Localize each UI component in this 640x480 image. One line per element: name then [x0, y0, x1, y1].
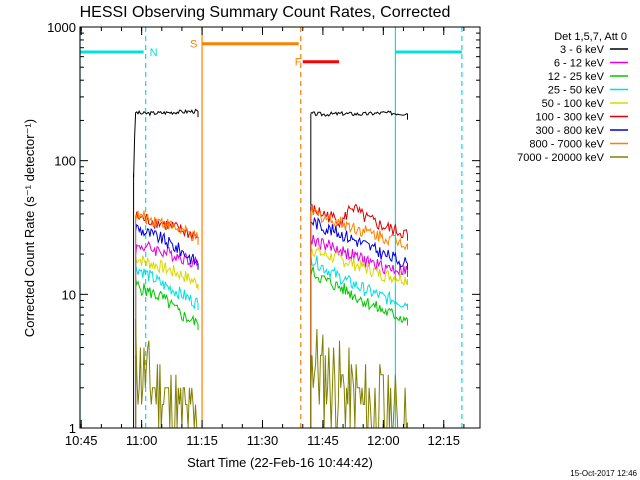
legend-entry-label: 300 - 800 keV: [536, 125, 605, 137]
x-tick-label: 11:45: [307, 433, 339, 448]
series-line: [310, 203, 408, 239]
legend-entry-label: 7000 - 20000 keV: [517, 152, 605, 164]
x-tick-label: 11:15: [186, 433, 218, 448]
series-line: [310, 204, 408, 251]
series-line: [135, 211, 199, 240]
series-line: [310, 254, 408, 308]
legend-entry-label: 800 - 7000 keV: [529, 139, 604, 151]
annotation-label: F: [295, 57, 302, 69]
x-axis-label: Start Time (22-Feb-16 10:44:42): [187, 455, 373, 470]
x-tick-label: 12:00: [367, 433, 400, 448]
series-line: [310, 246, 408, 287]
series-line: [135, 263, 199, 310]
legend-title: Det 1,5,7, Att 0: [554, 31, 627, 43]
x-tick-label: 11:30: [247, 433, 279, 448]
chart-marks: N S F: [79, 27, 463, 429]
y-tick-label: 1: [69, 421, 76, 436]
series-line: [135, 319, 198, 429]
series-line: [135, 210, 199, 242]
generation-timestamp: 15-Oct-2017 12:46: [570, 469, 637, 478]
legend-entry-label: 12 - 25 keV: [548, 71, 605, 83]
y-tick-label: 1000: [47, 20, 76, 35]
y-tick-label: 10: [62, 287, 76, 302]
series-line: [135, 255, 199, 289]
x-tick-label: 12:15: [427, 433, 460, 448]
legend-entry-label: 100 - 300 keV: [536, 112, 605, 124]
series-line: [310, 266, 408, 323]
axes: 10:45 11:00 11:15 11:30 11:45 12:00 12:15 1 10 10…: [47, 20, 480, 448]
legend-entry-label: 3 - 6 keV: [560, 44, 605, 56]
chart-title: HESSI Observing Summary Count Rates, Cor…: [80, 4, 451, 21]
series-line: [310, 216, 408, 268]
series-line: [135, 278, 199, 326]
plot-frame: [79, 26, 481, 429]
series-7000-20000keV: [135, 319, 408, 429]
y-tick-label: 100: [54, 154, 76, 169]
series-line: [310, 234, 408, 277]
annotation-label: S: [190, 39, 197, 51]
series-line: [310, 328, 408, 429]
legend-entry-label: 6 - 12 keV: [554, 58, 605, 70]
legend-entry-label: 25 - 50 keV: [548, 85, 605, 97]
annotation-label: N: [150, 47, 158, 59]
x-tick-label: 11:00: [126, 433, 158, 448]
series-line: [135, 223, 199, 266]
series-line: [310, 110, 408, 117]
x-tick-label: 10:45: [65, 433, 98, 448]
y-axis-label: Corrected Count Rate (s⁻¹ detector⁻¹): [22, 119, 37, 337]
series-line: [135, 240, 199, 268]
series-line: [133, 108, 199, 178]
legend-entry-label: 50 - 100 keV: [542, 98, 605, 110]
